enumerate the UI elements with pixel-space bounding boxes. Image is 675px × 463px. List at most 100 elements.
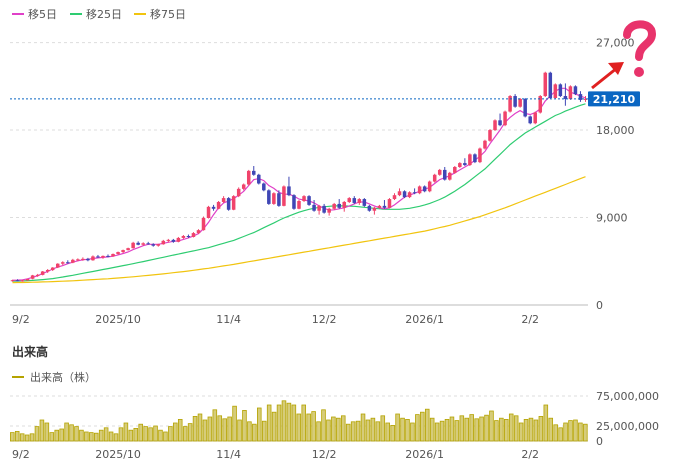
candlestick[interactable] [116,251,120,255]
volume-bar[interactable] [424,408,430,442]
volume-bar[interactable] [123,422,129,442]
volume-bar[interactable] [113,433,119,442]
candlestick[interactable] [392,193,397,201]
volume-bar[interactable] [98,429,104,442]
volume-bar[interactable] [568,420,573,442]
volume-bar[interactable] [133,427,139,442]
candlestick[interactable] [156,243,161,247]
volume-bar[interactable] [528,417,534,442]
candlestick[interactable] [186,234,191,238]
candlestick[interactable] [101,255,105,259]
volume-bar[interactable] [375,421,381,442]
candlestick[interactable] [453,166,457,174]
volume-bar[interactable] [187,423,193,442]
volume-bar[interactable] [49,432,55,442]
volume-legend[interactable]: 出来高（株） [12,370,96,384]
volume-bar[interactable] [479,416,484,442]
volume-bar[interactable] [143,426,148,442]
volume-bar[interactable] [192,415,198,442]
candlestick[interactable] [191,232,196,238]
volume-bar[interactable] [370,417,376,442]
candlestick[interactable] [136,241,140,246]
candlestick[interactable] [171,238,176,243]
candlestick[interactable] [503,110,507,127]
candlestick[interactable] [553,83,558,99]
candlestick[interactable] [10,279,15,282]
candlestick[interactable] [302,195,306,202]
volume-bar[interactable] [29,433,35,442]
candlestick[interactable] [568,85,573,100]
volume-bar[interactable] [415,414,420,442]
volume-bar[interactable] [168,426,173,442]
volume-bar[interactable] [271,411,277,442]
candlestick[interactable] [357,198,362,205]
volume-bar[interactable] [177,418,183,442]
candlestick[interactable] [377,204,382,209]
candlestick[interactable] [307,195,311,206]
volume-bar[interactable] [429,417,435,442]
volume-bar[interactable] [385,422,390,442]
volume-bar[interactable] [19,433,25,442]
candlestick[interactable] [483,139,487,150]
volume-bar[interactable] [64,422,69,442]
candlestick[interactable] [352,196,357,204]
volume-bar[interactable] [439,420,445,442]
volume-bar[interactable] [148,427,153,442]
candlestick[interactable] [71,258,75,264]
volume-bar[interactable] [247,421,252,442]
volume-bar[interactable] [261,420,267,442]
volume-bar[interactable] [128,429,134,442]
candlestick[interactable] [141,242,145,246]
candlestick[interactable] [387,198,392,209]
candlestick[interactable] [437,168,442,176]
candlestick[interactable] [417,185,422,195]
candlestick[interactable] [427,180,432,193]
volume-bar[interactable] [301,404,307,442]
volume-bar[interactable] [444,418,450,442]
volume-bar[interactable] [266,404,272,442]
volume-bar[interactable] [93,432,99,442]
candlestick[interactable] [126,247,130,251]
volume-bar[interactable] [39,419,45,442]
candlestick[interactable] [543,71,548,98]
volume-bar[interactable] [281,400,287,442]
volume-bar[interactable] [504,418,509,442]
candlestick[interactable] [236,187,241,198]
volume-bar[interactable] [489,410,494,442]
candlestick[interactable] [211,204,216,211]
candlestick[interactable] [35,273,40,277]
candlestick[interactable] [96,254,100,258]
candlestick[interactable] [533,111,537,125]
volume-bar[interactable] [79,429,84,442]
volume-bar[interactable] [543,404,549,442]
candlestick[interactable] [111,253,115,257]
volume-bar[interactable] [311,411,316,442]
candlestick[interactable] [382,200,387,209]
candlestick[interactable] [40,270,45,276]
candlestick[interactable] [161,239,166,245]
volume-bar[interactable] [118,427,124,442]
candlestick[interactable] [397,188,402,197]
volume-bar[interactable] [484,414,489,442]
candlestick[interactable] [30,274,35,280]
candlestick[interactable] [478,147,482,164]
volume-bar[interactable] [207,416,213,442]
volume-bar[interactable] [469,414,474,442]
candlestick[interactable] [61,261,65,266]
candlestick[interactable] [548,71,553,99]
candlestick[interactable] [317,204,321,215]
candlestick[interactable] [412,188,417,195]
candlestick[interactable] [332,202,336,210]
volume-bar[interactable] [494,420,499,442]
volume-bar[interactable] [222,418,227,442]
candlestick[interactable] [488,129,492,142]
volume-bar[interactable] [533,419,539,442]
volume-bar[interactable] [291,404,297,442]
candlestick[interactable] [81,257,85,261]
candlestick[interactable] [287,176,291,197]
volume-bar[interactable] [316,421,321,442]
candlestick[interactable] [493,119,497,132]
volume-bar[interactable] [34,426,40,442]
candlestick[interactable] [257,173,261,185]
candlestick[interactable] [241,183,246,191]
